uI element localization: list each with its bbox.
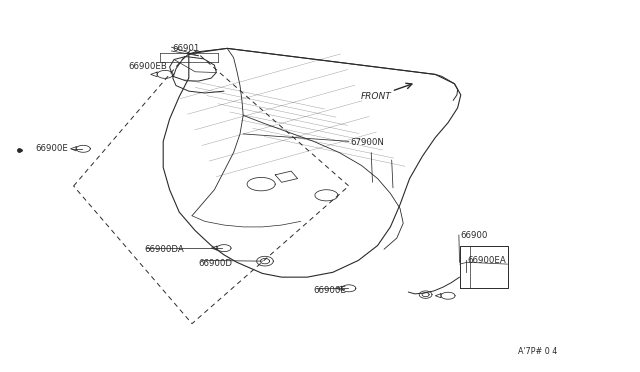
Text: FRONT: FRONT bbox=[360, 92, 391, 101]
Text: 67900N: 67900N bbox=[351, 138, 385, 147]
Text: 66900D: 66900D bbox=[198, 259, 232, 268]
Text: 66900EA: 66900EA bbox=[467, 256, 506, 265]
Text: 66900DA: 66900DA bbox=[144, 245, 184, 254]
Text: 66900E: 66900E bbox=[314, 286, 346, 295]
Text: 66900E: 66900E bbox=[35, 144, 68, 153]
Text: A'7P# 0 4: A'7P# 0 4 bbox=[518, 347, 557, 356]
Text: 66901: 66901 bbox=[173, 44, 200, 53]
Text: 66900EB: 66900EB bbox=[128, 62, 167, 71]
Text: 66900: 66900 bbox=[461, 231, 488, 240]
